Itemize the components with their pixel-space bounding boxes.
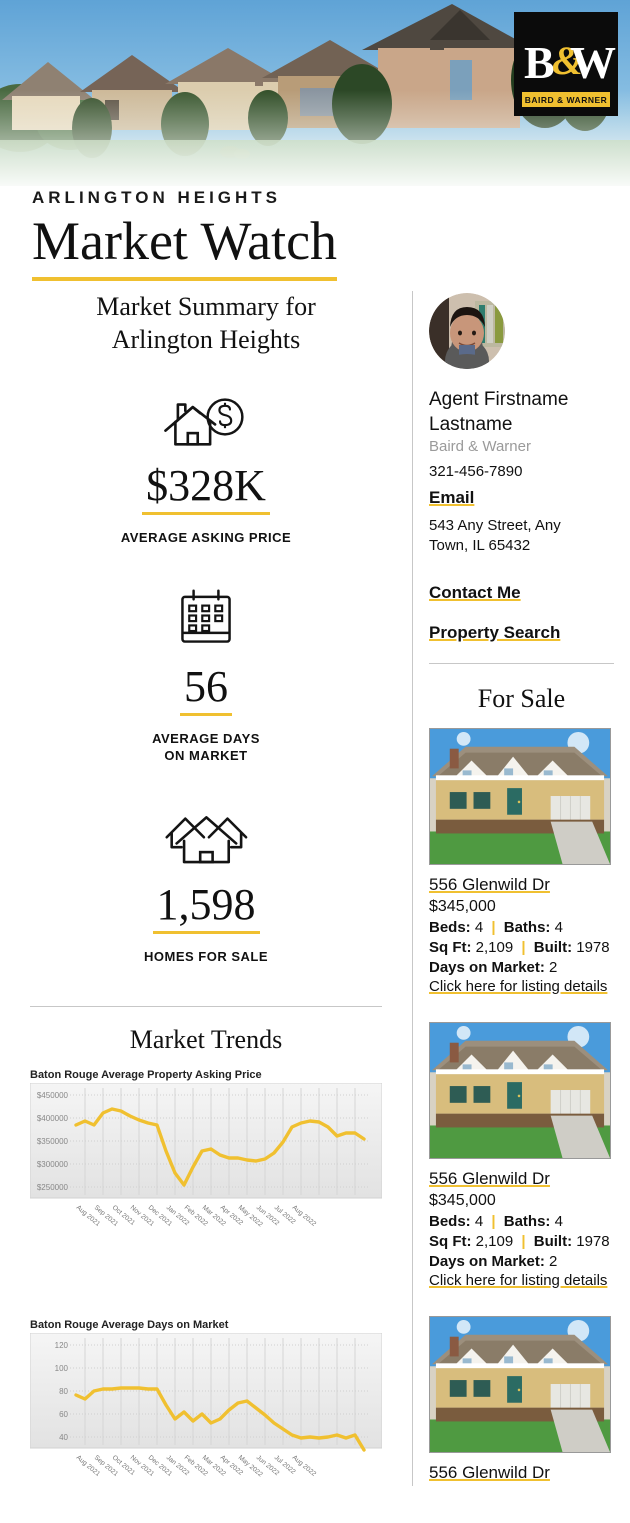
- svg-text:40: 40: [59, 1433, 68, 1442]
- svg-text:80: 80: [59, 1387, 68, 1396]
- svg-text:$300000: $300000: [37, 1160, 69, 1169]
- svg-text:W: W: [570, 37, 616, 88]
- svg-text:$400000: $400000: [37, 1114, 69, 1123]
- svg-text:60: 60: [59, 1410, 68, 1419]
- svg-text:100: 100: [55, 1364, 69, 1373]
- svg-text:$450000: $450000: [37, 1091, 69, 1100]
- svg-text:B: B: [524, 37, 555, 88]
- svg-text:120: 120: [55, 1341, 69, 1350]
- svg-text:Aug 2022: Aug 2022: [291, 1454, 318, 1478]
- svg-text:$250000: $250000: [37, 1183, 69, 1192]
- svg-text:BAIRD & WARNER: BAIRD & WARNER: [525, 95, 608, 105]
- svg-text:Aug 2022: Aug 2022: [291, 1204, 318, 1228]
- svg-text:$350000: $350000: [37, 1137, 69, 1146]
